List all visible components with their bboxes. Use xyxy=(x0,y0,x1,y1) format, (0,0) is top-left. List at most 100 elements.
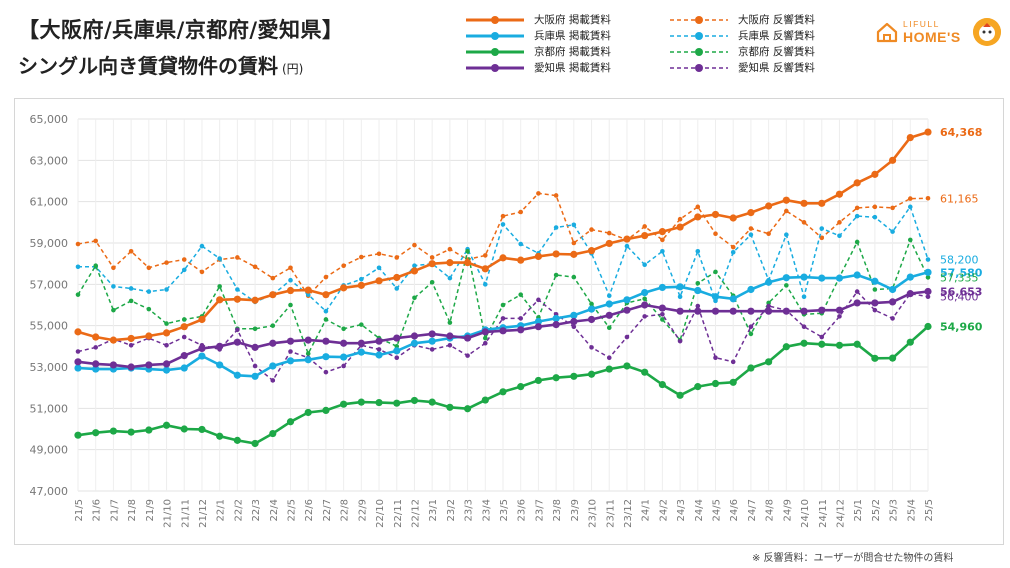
data-point xyxy=(570,372,578,380)
data-point xyxy=(801,220,807,225)
data-point xyxy=(180,425,188,433)
data-point xyxy=(518,316,524,321)
x-tick-label: 21/7 xyxy=(109,499,120,521)
data-point xyxy=(235,327,240,333)
data-point xyxy=(854,213,860,219)
legend-swatch xyxy=(466,31,524,40)
data-point xyxy=(412,295,417,301)
legend-item: 兵庫県 反響賃料 xyxy=(668,28,815,43)
data-point xyxy=(482,335,488,341)
data-point xyxy=(162,421,171,429)
data-point xyxy=(359,276,364,282)
data-point xyxy=(428,260,436,268)
data-point xyxy=(305,351,311,356)
data-point xyxy=(393,399,401,407)
data-point xyxy=(676,223,684,231)
data-point xyxy=(233,436,241,444)
data-point xyxy=(570,250,578,258)
data-point xyxy=(111,265,116,271)
data-point xyxy=(128,286,134,291)
x-tick-label: 21/10 xyxy=(163,499,174,528)
data-point xyxy=(322,337,330,345)
data-point xyxy=(925,195,931,201)
data-point xyxy=(500,316,506,321)
data-point xyxy=(74,358,82,366)
x-tick-label: 25/1 xyxy=(853,499,864,521)
data-point xyxy=(394,255,400,260)
data-point xyxy=(871,299,879,307)
data-point xyxy=(286,337,295,345)
data-point xyxy=(605,311,613,319)
data-point xyxy=(481,265,489,273)
data-point xyxy=(162,329,171,337)
data-point xyxy=(251,343,259,351)
data-point xyxy=(393,334,401,342)
data-point xyxy=(216,296,224,304)
legend-label: 兵庫県 掲載賃料 xyxy=(534,30,611,42)
data-point xyxy=(818,199,826,207)
data-point xyxy=(589,227,594,232)
data-point xyxy=(676,391,684,399)
data-point xyxy=(766,303,771,309)
data-point xyxy=(890,316,895,321)
data-point xyxy=(482,253,488,258)
legend-label: 京都府 掲載賃料 xyxy=(534,46,611,58)
house-icon xyxy=(876,22,898,43)
data-point xyxy=(587,315,596,324)
x-tick-label: 23/4 xyxy=(481,499,492,521)
data-point xyxy=(534,252,543,261)
data-point xyxy=(906,338,914,346)
data-point xyxy=(571,240,577,246)
data-point xyxy=(534,317,543,326)
data-point xyxy=(623,362,631,370)
x-tick-label: 23/2 xyxy=(446,499,457,521)
end-value-label: 57,335 xyxy=(940,271,979,284)
data-point xyxy=(128,248,134,254)
data-point xyxy=(907,196,913,201)
data-point xyxy=(748,232,754,238)
data-point xyxy=(747,285,755,294)
data-point xyxy=(447,246,453,252)
series-2 xyxy=(74,322,932,448)
data-point xyxy=(304,356,312,364)
x-tick-label: 23/5 xyxy=(499,499,510,521)
data-point xyxy=(199,243,205,249)
data-point xyxy=(181,267,187,273)
data-point xyxy=(181,317,187,322)
y-tick-label: 61,000 xyxy=(30,196,69,209)
data-point xyxy=(145,332,153,340)
data-point xyxy=(819,226,825,231)
data-point xyxy=(906,290,914,298)
data-point xyxy=(765,307,773,315)
data-point xyxy=(713,355,718,361)
data-point xyxy=(146,306,152,312)
data-point xyxy=(871,354,879,362)
data-point xyxy=(269,291,277,299)
x-tick-label: 24/11 xyxy=(818,499,829,528)
x-tick-label: 23/1 xyxy=(428,499,439,521)
data-point xyxy=(606,230,612,236)
data-point xyxy=(660,237,665,243)
legend-item: 愛知県 掲載賃料 xyxy=(464,60,611,75)
x-tick-label: 22/11 xyxy=(393,499,404,528)
data-point xyxy=(658,228,666,236)
y-tick-label: 51,000 xyxy=(30,402,69,415)
y-tick-label: 49,000 xyxy=(30,444,69,457)
data-point xyxy=(198,352,206,360)
legend-swatch xyxy=(670,31,728,40)
data-point xyxy=(216,342,224,350)
data-point xyxy=(713,269,718,275)
x-tick-label: 21/5 xyxy=(74,499,85,521)
footnote: ※ 反響賃料：ユーザーが問合せた物件の賃料 xyxy=(752,553,954,564)
y-tick-label: 59,000 xyxy=(30,237,69,250)
data-point xyxy=(765,202,773,210)
data-point xyxy=(624,334,630,340)
data-point xyxy=(164,321,169,326)
data-point xyxy=(589,301,594,307)
x-tick-label: 22/2 xyxy=(233,499,244,521)
data-point xyxy=(695,204,701,210)
data-point xyxy=(906,273,914,281)
end-value-label: 58,200 xyxy=(940,254,979,267)
data-point xyxy=(162,366,171,374)
x-tick-label: 22/5 xyxy=(287,499,298,521)
